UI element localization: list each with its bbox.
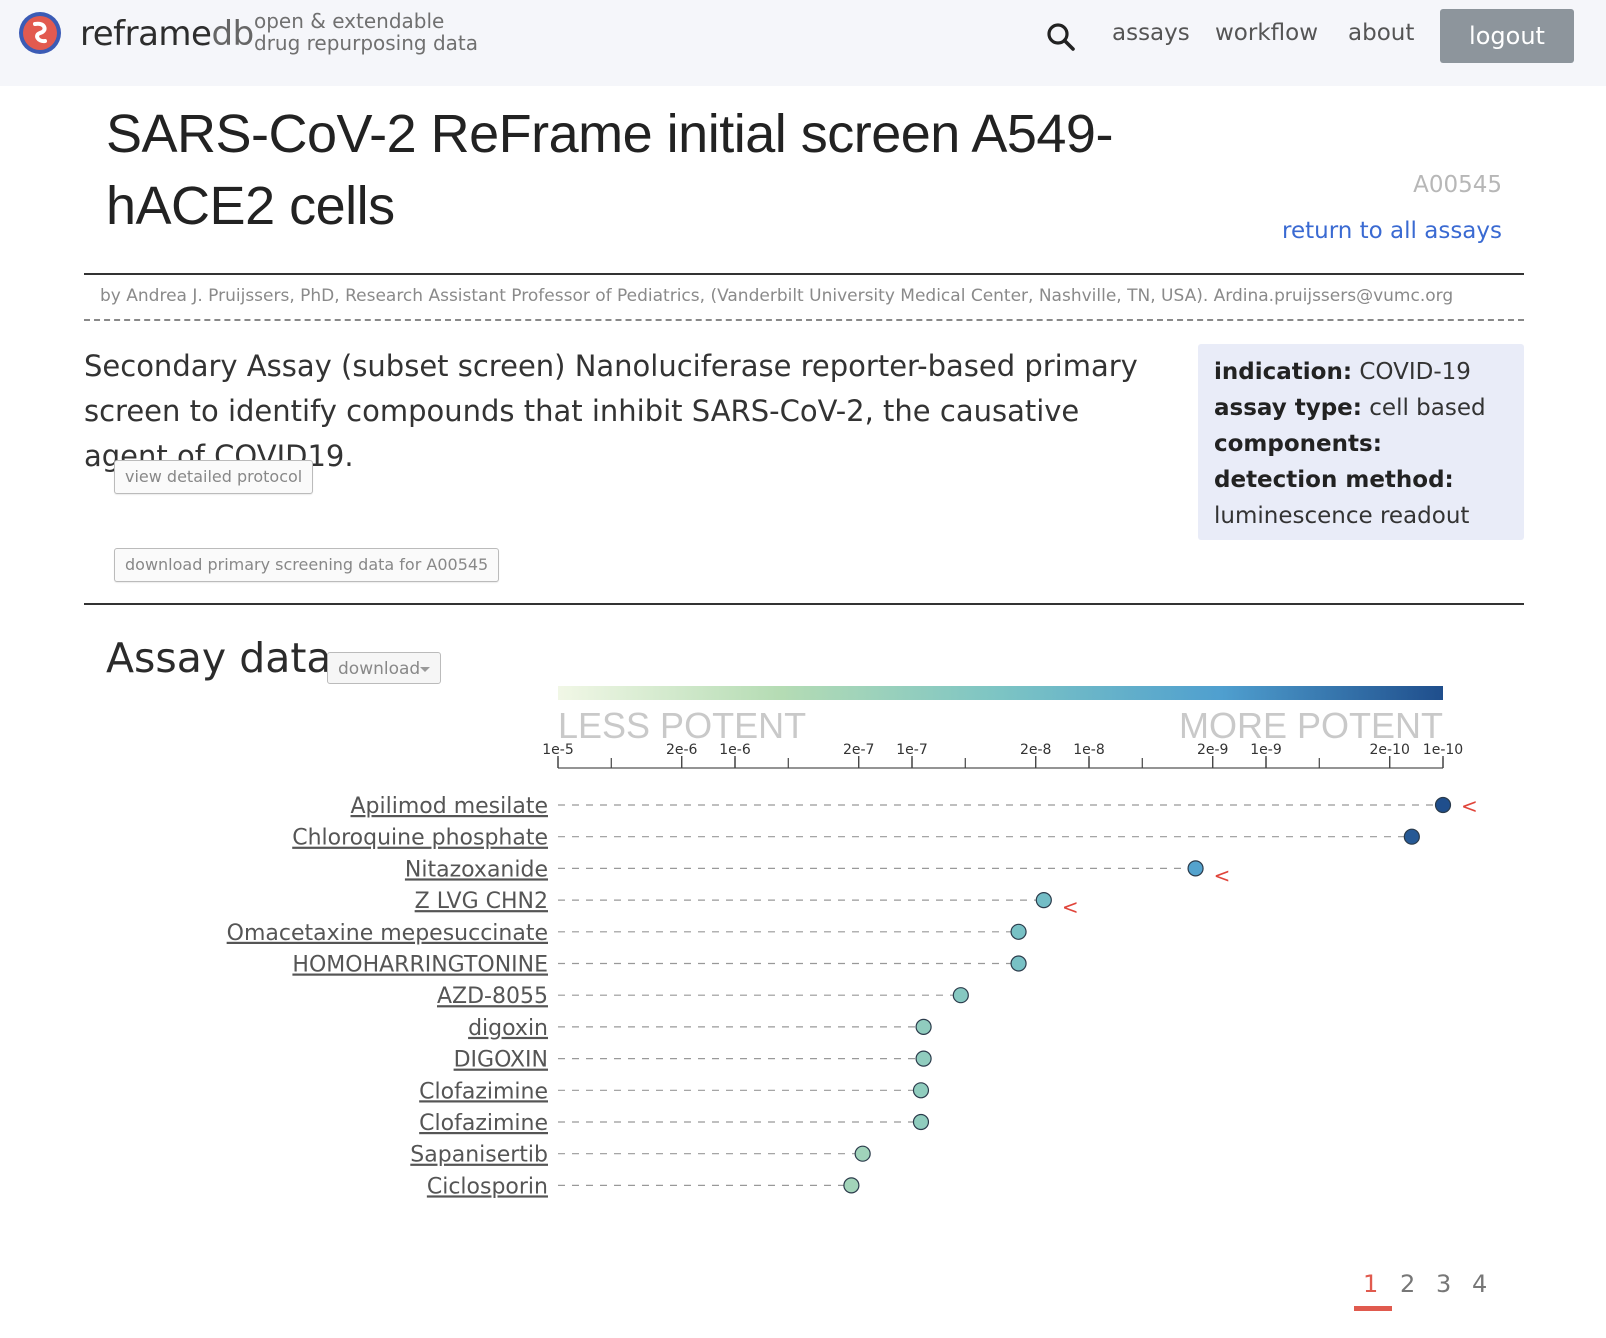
tagline-line1: open & extendable [254,9,445,33]
tagline: open & extendable drug repurposing data [254,10,478,54]
download-primary-data-button[interactable]: download primary screening data for A005… [114,548,500,582]
x-axis-tick-label: 1e-6 [719,742,751,758]
compound-potency-point[interactable] [912,1082,930,1099]
detection-value: luminescence readout [1214,503,1470,529]
compound-row: DIGOXIN [454,1048,932,1073]
compound-row: Omacetaxine mepesuccinate [227,921,1027,946]
less-potent-label: LESS POTENT [558,705,806,746]
compound-row: Nitazoxanide < [405,857,1230,887]
assay-type-value: cell based [1369,395,1486,421]
brand-main: reframe [80,14,212,54]
indication-label: indication: [1214,359,1353,385]
compound-potency-point[interactable] [1403,828,1420,845]
compound-potency-point[interactable] [854,1145,871,1162]
compound-potency-point[interactable] [915,1018,932,1036]
assay-title: SARS-CoV-2 ReFrame initial screen A549-h… [106,104,1113,236]
caret-down-icon [420,667,430,672]
compound-potency-point[interactable] [915,1050,932,1067]
compound-name-link[interactable]: Apilimod mesilate [351,794,549,819]
compound-name-link[interactable]: DIGOXIN [454,1048,548,1073]
compound-potency-point[interactable] [1187,860,1204,877]
compound-rows: Apilimod mesilate < Chloroquine phosphate N… [227,794,1478,1199]
compound-row: Sapanisertib [410,1143,871,1168]
compound-row: Clofazimine [419,1111,930,1136]
nav-workflow[interactable]: workflow [1215,20,1319,46]
censored-marker: < [1062,895,1079,919]
top-navbar: reframedb open & extendable drug repurpo… [0,0,1606,86]
compound-row: Chloroquine phosphate [292,826,1420,851]
active-page-indicator [1354,1306,1392,1311]
compound-row: Apilimod mesilate < [351,794,1478,819]
compound-name-link[interactable]: Omacetaxine mepesuccinate [227,921,548,946]
page-3-link[interactable]: 3 [1436,1270,1452,1298]
x-axis-tick-label: 2e-8 [1020,742,1051,758]
compound-name-link[interactable]: Sapanisertib [410,1143,548,1168]
page-4-link[interactable]: 4 [1472,1270,1488,1298]
compound-potency-point[interactable] [843,1177,860,1194]
page-2-link[interactable]: 2 [1400,1270,1416,1298]
compound-name-link[interactable]: Ciclosporin [427,1174,548,1199]
compound-row: digoxin [468,1016,932,1041]
censored-marker: < [1214,863,1231,887]
x-axis-tick-label: 2e-9 [1197,742,1228,758]
compound-potency-point[interactable] [1035,891,1052,909]
nav-assays[interactable]: assays [1112,20,1190,46]
compound-row: HOMOHARRINGTONINE [292,953,1027,978]
assay-data-heading: Assay data [106,634,332,682]
divider [84,273,1524,275]
assay-type-label: assay type: [1214,395,1362,421]
download-dropdown-label: download [338,659,421,679]
compound-name-link[interactable]: Nitazoxanide [405,857,548,882]
reframedb-logo-icon[interactable] [18,11,62,55]
compound-potency-point[interactable] [1010,955,1027,972]
assay-id: A00545 [1413,172,1502,198]
x-axis-tick-label: 2e-7 [843,742,874,758]
censored-marker: < [1461,794,1478,818]
page-1-link[interactable]: 1 [1363,1270,1379,1298]
x-axis-tick-label: 1e-8 [1073,742,1104,758]
logout-button[interactable]: logout [1440,9,1574,63]
divider [84,603,1524,605]
nav-about[interactable]: about [1348,20,1415,46]
compound-name-link[interactable]: digoxin [468,1016,548,1041]
x-axis-tick-label: 2e-10 [1370,742,1410,758]
compound-name-link[interactable]: HOMOHARRINGTONINE [292,953,548,978]
more-potent-label: MORE POTENT [1179,705,1443,746]
search-icon[interactable] [1046,22,1076,52]
compound-name-link[interactable]: Z LVG CHN2 [415,889,548,914]
compound-name-link[interactable]: Chloroquine phosphate [292,826,548,851]
compound-row: Z LVG CHN2 < [415,889,1079,919]
x-axis-tick-label: 1e-5 [542,742,573,758]
detection-label: detection method: [1214,467,1454,493]
compound-row: AZD-8055 [437,984,969,1009]
x-axis-tick-label: 1e-7 [896,742,927,758]
x-axis-tick-label: 1e-10 [1423,742,1463,758]
compound-potency-point[interactable] [912,1113,930,1131]
compound-name-link[interactable]: AZD-8055 [437,984,548,1009]
components-label: components: [1214,431,1382,457]
tagline-line2: drug repurposing data [254,31,479,55]
compound-potency-point[interactable] [1434,796,1452,814]
compound-potency-point[interactable] [1010,923,1027,940]
assay-byline: by Andrea J. Pruijssers, PhD, Research A… [100,286,1454,306]
compound-name-link[interactable]: Clofazimine [419,1111,548,1136]
x-axis-tick-label: 1e-9 [1250,742,1281,758]
compound-row: Clofazimine [419,1079,930,1104]
x-axis-tick-label: 2e-6 [666,742,698,758]
compound-name-link[interactable]: Clofazimine [419,1079,548,1104]
download-dropdown[interactable]: download [327,652,441,684]
dashed-divider [84,319,1524,321]
view-protocol-button[interactable]: view detailed protocol [114,460,314,494]
potency-gradient-bar [558,686,1443,700]
brand-suffix: db [211,14,254,54]
compound-potency-point[interactable] [952,987,969,1004]
compound-row: Ciclosporin [427,1174,860,1199]
x-axis: 1e-5 2e-6 1e-6 2e-7 1e-7 2e-8 1e-8 2e-9 1e-9 2e-1… [542,742,1463,769]
assay-info-box: indication: COVID-19 assay type: cell ba… [1198,344,1524,540]
return-to-assays-link[interactable]: return to all assays [1282,218,1502,244]
brand-name[interactable]: reframedb [80,14,254,54]
indication-value: COVID-19 [1359,359,1471,385]
